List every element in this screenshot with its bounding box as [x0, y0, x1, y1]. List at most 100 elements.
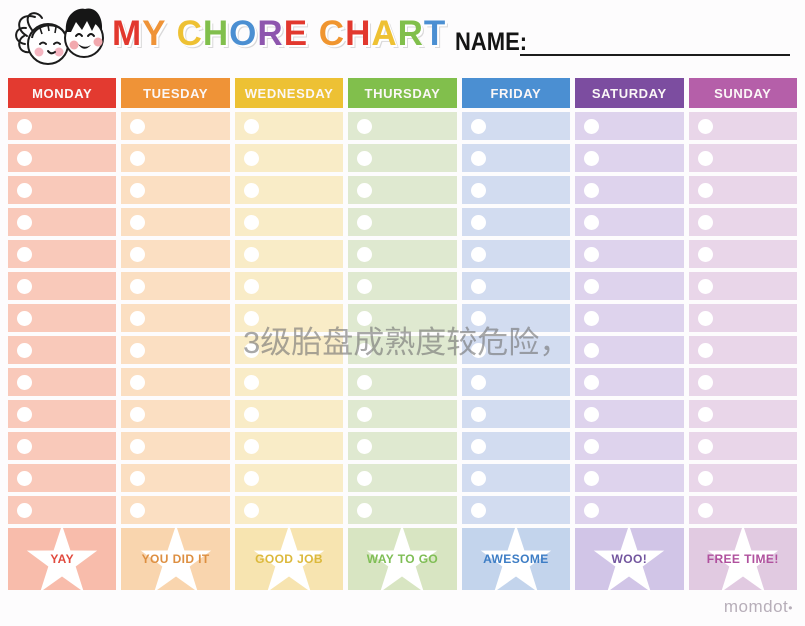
chore-checkbox-circle[interactable]	[470, 182, 486, 198]
chore-checkbox-circle[interactable]	[697, 502, 713, 518]
chore-checkbox-circle[interactable]	[130, 502, 146, 518]
chore-checkbox-circle[interactable]	[357, 406, 373, 422]
chore-checkbox-circle[interactable]	[697, 278, 713, 294]
chore-checkbox-circle[interactable]	[584, 470, 600, 486]
chore-checkbox-circle[interactable]	[584, 150, 600, 166]
chore-checkbox-circle[interactable]	[697, 310, 713, 326]
chore-checkbox-circle[interactable]	[130, 246, 146, 262]
chore-checkbox-circle[interactable]	[357, 278, 373, 294]
chore-cell	[348, 112, 457, 140]
chore-checkbox-circle[interactable]	[697, 118, 713, 134]
chore-checkbox-circle[interactable]	[357, 246, 373, 262]
chore-checkbox-circle[interactable]	[584, 214, 600, 230]
chore-checkbox-circle[interactable]	[243, 214, 259, 230]
chore-checkbox-circle[interactable]	[697, 182, 713, 198]
chore-checkbox-circle[interactable]	[130, 214, 146, 230]
chore-checkbox-circle[interactable]	[17, 278, 32, 294]
chore-checkbox-circle[interactable]	[584, 310, 600, 326]
chore-checkbox-circle[interactable]	[243, 438, 259, 454]
chore-checkbox-circle[interactable]	[243, 278, 259, 294]
chore-checkbox-circle[interactable]	[470, 150, 486, 166]
chore-checkbox-circle[interactable]	[470, 246, 486, 262]
chore-cell	[688, 112, 797, 140]
chore-checkbox-circle[interactable]	[697, 246, 713, 262]
chore-checkbox-circle[interactable]	[130, 278, 146, 294]
chore-checkbox-circle[interactable]	[243, 342, 259, 358]
chore-checkbox-circle[interactable]	[17, 438, 32, 454]
chore-checkbox-circle[interactable]	[130, 438, 146, 454]
chore-checkbox-circle[interactable]	[584, 246, 600, 262]
chore-checkbox-circle[interactable]	[697, 374, 713, 390]
chore-checkbox-circle[interactable]	[243, 406, 259, 422]
chore-checkbox-circle[interactable]	[17, 342, 32, 358]
chore-checkbox-circle[interactable]	[697, 438, 713, 454]
chore-checkbox-circle[interactable]	[470, 278, 486, 294]
chore-checkbox-circle[interactable]	[584, 374, 600, 390]
chore-checkbox-circle[interactable]	[470, 118, 486, 134]
chore-checkbox-circle[interactable]	[357, 214, 373, 230]
chore-checkbox-circle[interactable]	[243, 374, 259, 390]
chore-checkbox-circle[interactable]	[470, 374, 486, 390]
chore-checkbox-circle[interactable]	[697, 342, 713, 358]
chore-checkbox-circle[interactable]	[130, 406, 146, 422]
chore-checkbox-circle[interactable]	[17, 502, 32, 518]
chore-checkbox-circle[interactable]	[17, 374, 32, 390]
chore-checkbox-circle[interactable]	[584, 502, 600, 518]
chore-checkbox-circle[interactable]	[17, 214, 32, 230]
chore-checkbox-circle[interactable]	[130, 150, 146, 166]
chore-checkbox-circle[interactable]	[357, 470, 373, 486]
chore-checkbox-circle[interactable]	[470, 214, 486, 230]
chore-checkbox-circle[interactable]	[357, 182, 373, 198]
chore-checkbox-circle[interactable]	[357, 310, 373, 326]
chore-checkbox-circle[interactable]	[17, 150, 32, 166]
chore-checkbox-circle[interactable]	[470, 502, 486, 518]
chore-checkbox-circle[interactable]	[130, 374, 146, 390]
chore-checkbox-circle[interactable]	[130, 310, 146, 326]
chore-checkbox-circle[interactable]	[470, 470, 486, 486]
chore-checkbox-circle[interactable]	[17, 470, 32, 486]
chore-checkbox-circle[interactable]	[357, 438, 373, 454]
name-input-line[interactable]	[520, 54, 790, 56]
chore-checkbox-circle[interactable]	[130, 118, 146, 134]
chore-checkbox-circle[interactable]	[697, 406, 713, 422]
chore-checkbox-circle[interactable]	[130, 182, 146, 198]
chore-checkbox-circle[interactable]	[243, 246, 259, 262]
chore-checkbox-circle[interactable]	[17, 406, 32, 422]
chore-cell	[121, 400, 230, 428]
chore-checkbox-circle[interactable]	[357, 118, 373, 134]
chore-checkbox-circle[interactable]	[470, 438, 486, 454]
chore-checkbox-circle[interactable]	[357, 150, 373, 166]
chore-checkbox-circle[interactable]	[584, 406, 600, 422]
star-icon	[27, 525, 98, 593]
chore-checkbox-circle[interactable]	[243, 310, 259, 326]
chore-checkbox-circle[interactable]	[697, 214, 713, 230]
chore-checkbox-circle[interactable]	[243, 470, 259, 486]
chore-checkbox-circle[interactable]	[584, 118, 600, 134]
chore-checkbox-circle[interactable]	[357, 374, 373, 390]
chore-checkbox-circle[interactable]	[357, 342, 373, 358]
chore-checkbox-circle[interactable]	[17, 182, 32, 198]
chore-checkbox-circle[interactable]	[470, 406, 486, 422]
chore-checkbox-circle[interactable]	[697, 470, 713, 486]
chore-checkbox-circle[interactable]	[17, 246, 32, 262]
chore-checkbox-circle[interactable]	[243, 502, 259, 518]
chore-checkbox-circle[interactable]	[470, 342, 486, 358]
chore-checkbox-circle[interactable]	[130, 470, 146, 486]
chore-cell	[8, 144, 117, 172]
chore-checkbox-circle[interactable]	[584, 342, 600, 358]
name-field: NAME:	[455, 28, 795, 57]
chore-cell	[234, 144, 344, 172]
chore-checkbox-circle[interactable]	[584, 438, 600, 454]
chore-checkbox-circle[interactable]	[357, 502, 373, 518]
chore-checkbox-circle[interactable]	[697, 150, 713, 166]
chore-checkbox-circle[interactable]	[243, 118, 259, 134]
chore-checkbox-circle[interactable]	[17, 118, 32, 134]
chore-checkbox-circle[interactable]	[470, 310, 486, 326]
chore-checkbox-circle[interactable]	[130, 342, 146, 358]
chore-checkbox-circle[interactable]	[243, 150, 259, 166]
chore-checkbox-circle[interactable]	[584, 182, 600, 198]
chore-checkbox-circle[interactable]	[243, 182, 259, 198]
chore-checkbox-circle[interactable]	[584, 278, 600, 294]
title-letter	[308, 14, 319, 53]
chore-checkbox-circle[interactable]	[17, 310, 32, 326]
